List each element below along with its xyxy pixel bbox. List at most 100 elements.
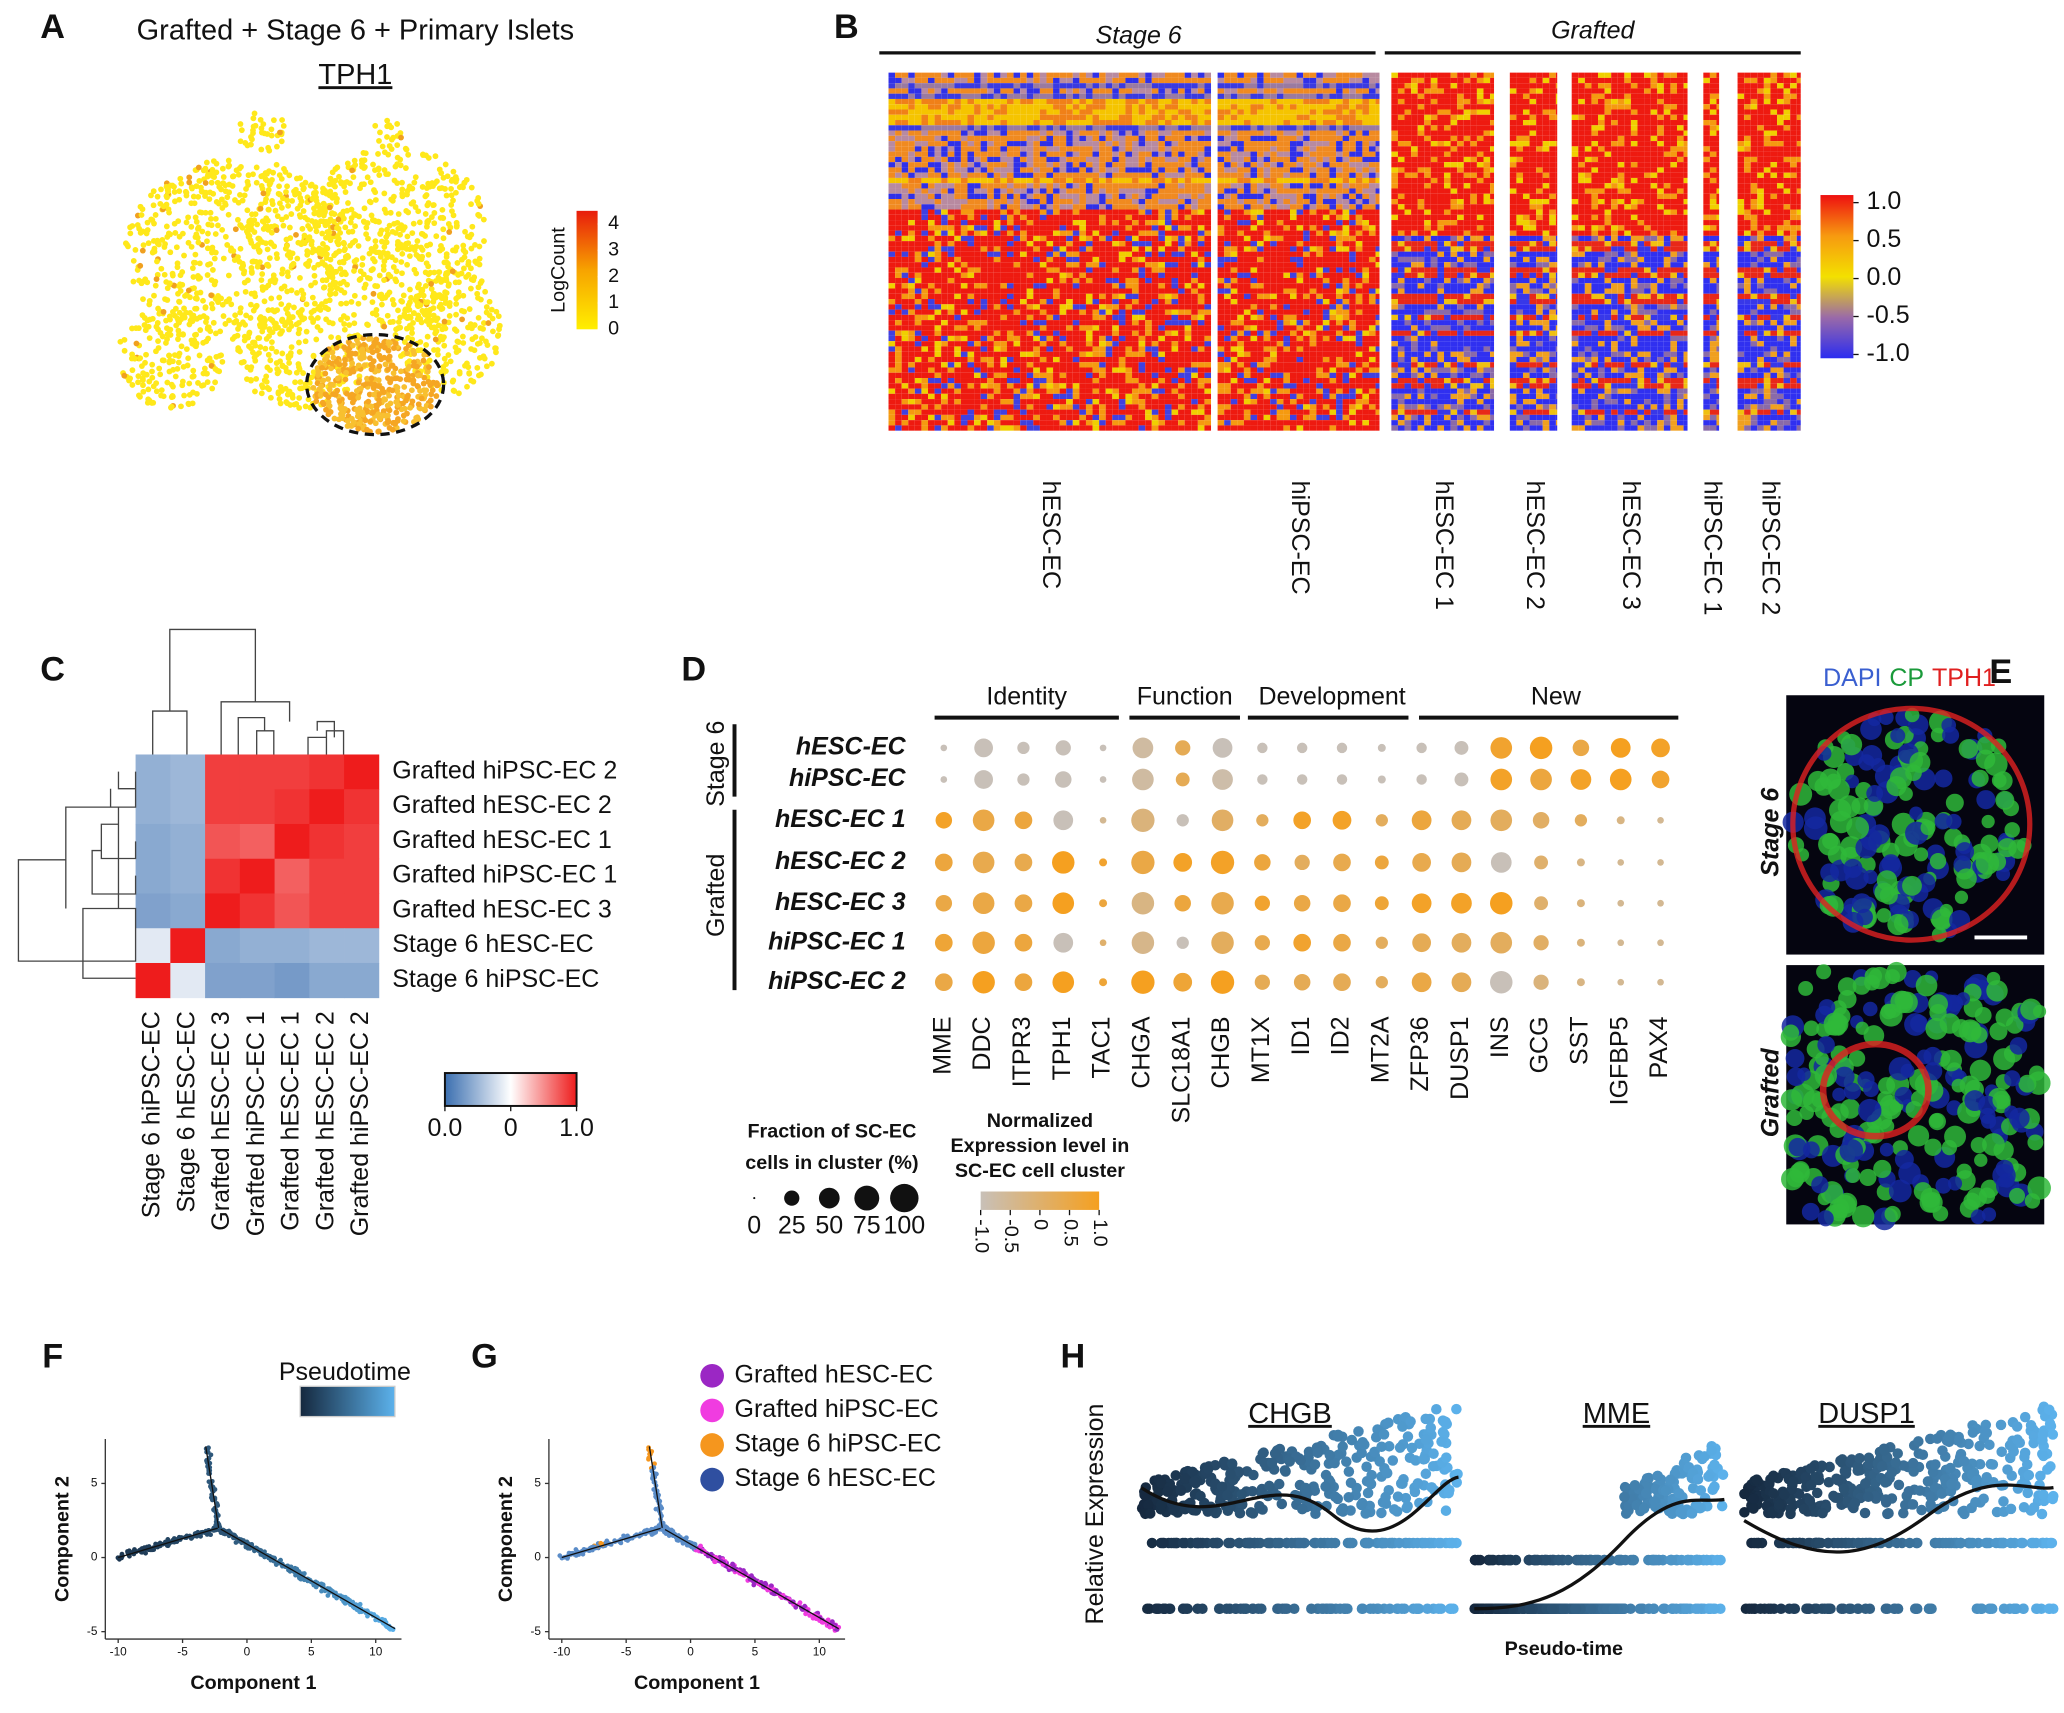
heatmap-cell	[1132, 172, 1139, 178]
heatmap-cell	[1145, 88, 1152, 94]
heatmap-cell	[1026, 214, 1034, 221]
heatmap-cell	[941, 335, 948, 342]
heatmap-cell	[1006, 141, 1014, 147]
heatmap-cell	[954, 320, 961, 326]
heatmap-cell	[1118, 125, 1126, 131]
heatmap-cell	[1000, 77, 1007, 84]
heatmap-cell	[954, 72, 961, 78]
cell-point	[365, 398, 372, 405]
heatmap-cell	[967, 304, 975, 310]
cell-point	[351, 292, 358, 299]
heatmap-cell	[967, 167, 975, 173]
heatmap-cell	[901, 393, 909, 400]
heatmap-cell	[1125, 335, 1133, 342]
cell-point	[152, 212, 159, 218]
heatmap-cell	[960, 272, 968, 278]
cell-point	[243, 312, 250, 319]
heatmap-cell	[1072, 177, 1080, 184]
heatmap-cell	[895, 93, 902, 99]
cell-point	[132, 246, 139, 253]
cell-point	[202, 305, 209, 311]
heatmap-cell	[1020, 198, 1027, 205]
heatmap-cell	[1020, 277, 1027, 284]
heatmap-cell	[1092, 225, 1100, 231]
heatmap-cell	[1118, 335, 1126, 342]
heatmap-cell	[1118, 120, 1126, 126]
heatmap-cell	[1026, 304, 1034, 310]
cell-point	[228, 301, 235, 308]
cell-point	[470, 277, 477, 284]
heatmap-cell	[1066, 130, 1073, 136]
cell-point	[285, 202, 292, 209]
heatmap-cell	[1118, 151, 1126, 157]
heatmap-cell	[1099, 83, 1106, 89]
heatmap-cell	[1125, 183, 1133, 189]
heatmap-cell	[1059, 198, 1067, 205]
heatmap-cell	[1079, 209, 1086, 215]
cell-point	[426, 357, 433, 364]
cell-point	[259, 264, 266, 271]
cell-point	[252, 211, 259, 218]
heatmap-cell	[908, 93, 915, 99]
cell-point	[348, 423, 355, 429]
heatmap-cell	[993, 198, 1001, 205]
heatmap-cell	[1099, 251, 1106, 257]
heatmap-cell	[954, 367, 961, 373]
panel-title: Grafted + Stage 6 + Primary Islets	[137, 14, 574, 46]
heatmap-cell	[980, 256, 988, 263]
heatmap-cell	[901, 204, 909, 210]
cell-point	[256, 350, 262, 356]
cell-point	[398, 281, 405, 288]
heatmap-cell	[1118, 309, 1126, 315]
heatmap-cell	[1066, 83, 1073, 89]
heatmap-cell	[1020, 193, 1027, 199]
heatmap-cell	[1059, 241, 1067, 247]
cell-point	[380, 266, 387, 273]
cell-point	[376, 272, 383, 279]
cell-point	[426, 308, 432, 315]
heatmap-cell	[1079, 272, 1086, 278]
heatmap-cell	[914, 388, 922, 394]
heatmap-cell	[895, 172, 902, 178]
heatmap-cell	[1046, 214, 1054, 221]
heatmap-cell	[1046, 320, 1054, 326]
heatmap-cell	[1112, 383, 1119, 389]
cell-point	[363, 231, 370, 238]
heatmap-cell	[1105, 162, 1113, 168]
heatmap-cell	[1072, 241, 1080, 247]
heatmap-cell	[1072, 388, 1080, 394]
cell-point	[177, 281, 183, 288]
heatmap-cell	[914, 93, 922, 99]
heatmap-cell	[1006, 425, 1014, 431]
heatmap-cell	[1066, 77, 1073, 84]
heatmap-cell	[1079, 325, 1086, 331]
heatmap-cell	[934, 262, 942, 268]
heatmap-cell	[954, 98, 961, 105]
heatmap-cell	[1085, 341, 1093, 347]
heatmap-cell	[1072, 425, 1080, 431]
heatmap-cell	[987, 420, 994, 426]
heatmap-cell	[1006, 172, 1014, 178]
heatmap-cell	[954, 241, 961, 247]
heatmap-cell	[1138, 162, 1146, 168]
cell-point	[442, 161, 449, 168]
heatmap-cell	[960, 309, 968, 315]
heatmap-cell	[1112, 330, 1119, 336]
heatmap-cell	[1072, 330, 1080, 336]
heatmap-cell	[967, 125, 975, 131]
heatmap-cell	[928, 130, 935, 136]
cell-point	[274, 213, 281, 220]
cell-point	[389, 426, 396, 433]
heatmap-cell	[1020, 72, 1027, 78]
heatmap-cell	[974, 362, 981, 368]
heatmap-cell	[947, 420, 955, 426]
heatmap-cell	[1006, 314, 1014, 321]
heatmap-cell	[1039, 209, 1047, 215]
heatmap-cell	[1000, 288, 1007, 294]
heatmap-cell	[947, 125, 955, 131]
heatmap-cell	[1132, 230, 1139, 236]
heatmap-cell	[1013, 267, 1021, 273]
heatmap-cell	[1112, 320, 1119, 326]
heatmap-cell	[1039, 204, 1047, 210]
heatmap-cell	[967, 425, 975, 431]
